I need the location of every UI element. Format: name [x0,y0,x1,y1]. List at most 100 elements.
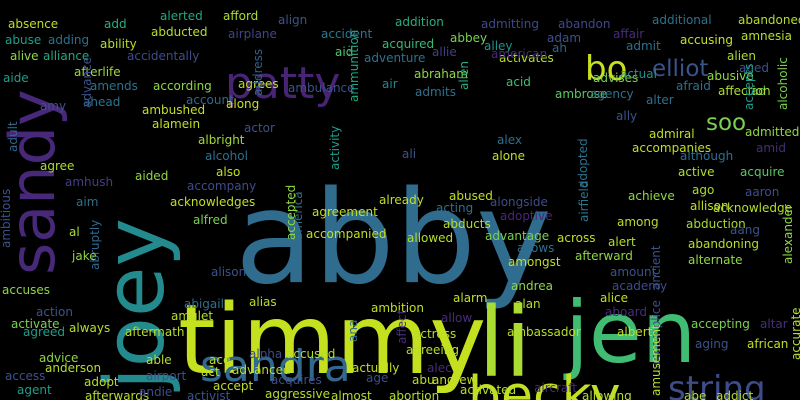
word-affair: affair [613,27,645,41]
word-activity: activity [328,125,342,170]
word-ability: ability [100,37,137,51]
word-aging: aging [695,337,729,351]
word-act: act [201,365,220,379]
word-allie: allie [432,45,457,59]
word-allowed: allowed [407,231,454,245]
word-add: add [104,17,127,31]
word-allison: allison [690,199,729,213]
word-afterlife: afterlife [74,65,121,79]
word-american: american [491,47,548,61]
word-acquires: acquires [271,373,322,387]
word-access: access [5,369,46,383]
word-andrea: andrea [511,279,553,293]
word-alan: alan [515,297,541,311]
word-amulet: amulet [171,309,214,323]
word-ad: ad [751,84,766,98]
word-acquired: acquired [382,37,435,51]
word-airport: airport [146,369,187,383]
word-agreed: agreed [23,325,66,339]
word-absence: absence [8,17,59,31]
word-admits: admits [415,85,456,99]
word-allen: allen [457,60,471,90]
word-aide: aide [3,71,29,85]
word-alpha: alpha [249,347,283,361]
word-also: also [216,165,241,179]
word-amy: amy [40,99,67,113]
word-agreement: agreement [312,205,378,219]
word-amusement: amusement [649,324,663,396]
word-andie: andie [139,385,173,399]
word-afford: afford [223,9,259,23]
word-active: active [678,165,715,179]
word-afraid: afraid [676,79,711,93]
word-ambassador: ambassador [507,325,581,339]
word-abu: abu [412,373,435,387]
word-ambition: ambition [371,301,424,315]
word-adoptive: adoptive [500,209,553,223]
word-almost: almost [331,389,372,400]
word-along: along [226,97,260,111]
word-adopt: adopt [84,375,119,389]
word-ago: ago [692,183,715,197]
word-airplane: airplane [228,27,277,41]
word-accepting: accepting [691,317,750,331]
word-alive: alive [10,49,39,63]
word-accused: accused [286,347,336,361]
word-ambitious: ambitious [0,188,13,248]
word-advantage: advantage [485,229,550,243]
word-patty: patty [225,58,341,109]
word-alex: alex [497,133,522,147]
word-jen: jen [565,283,697,383]
word-amnesia: amnesia [741,29,792,43]
word-alone: alone [492,149,526,163]
word-aftermath: aftermath [125,325,185,339]
word-align: align [278,13,308,27]
word-accept: accept [213,379,254,393]
word-aid: aid [335,45,354,59]
word-account: account [186,93,234,107]
word-abandon: abandon [558,17,611,31]
word-actor: actor [244,121,275,135]
word-abandoning: abandoning [688,237,760,251]
word-alcohol: alcohol [205,149,248,163]
word-ahead: ahead [83,95,121,109]
word-achieve: achieve [628,189,675,203]
word-according: according [153,79,212,93]
word-abuse: abuse [5,33,42,47]
word-abducted: abducted [151,25,208,39]
word-ace: ace [209,353,231,367]
word-abe: abe [684,389,707,400]
word-accepted: accepted [284,184,298,240]
word-across: across [557,231,596,245]
word-agency: agency [590,87,634,101]
word-abby: abby [235,164,552,313]
word-afterwards: afterwards [85,389,150,400]
word-abducts: abducts [443,217,491,231]
word-anderson: anderson [45,361,102,375]
word-accompanied: accompanied [306,227,387,241]
word-advance: advance [80,56,94,108]
word-ancient: ancient [649,245,663,290]
word-admitted: admitted [745,125,800,139]
word-activist: activist [187,389,231,400]
word-acquire: acquire [740,165,785,179]
word-affect: affect [395,309,409,344]
word-academy: academy [612,279,668,293]
word-alert: alert [608,235,636,249]
word-amount: amount [610,265,657,279]
word-jake: jake [72,249,97,263]
word-albright: albright [198,133,245,147]
word-adventure: adventure [364,51,426,65]
word-alcoholic: alcoholic [776,57,790,110]
word-accurate: accurate [789,307,800,360]
word-address: address [251,48,265,96]
word-acid: acid [506,75,531,89]
word-altar: altar [760,317,788,331]
word-activates: activates [499,51,554,65]
word-adding: adding [48,33,90,47]
word-air: air [382,77,398,91]
word-accidentally: accidentally [127,49,200,63]
word-andrew: andrew [432,373,477,387]
word-admiral: admiral [649,127,695,141]
word-amongst: amongst [508,255,561,269]
